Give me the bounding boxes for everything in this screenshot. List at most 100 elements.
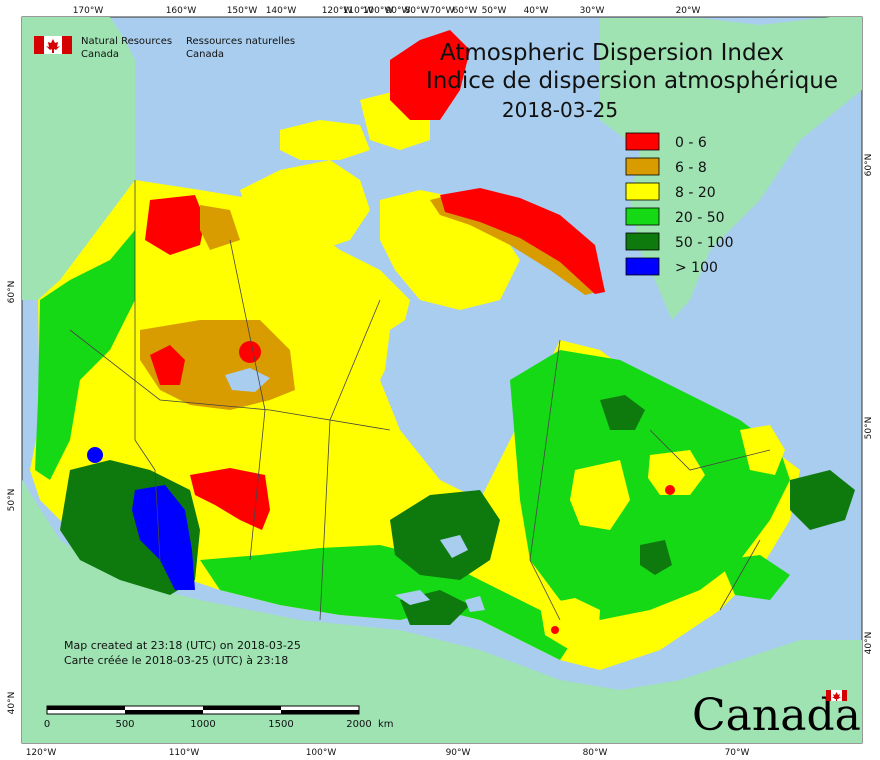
sask-red bbox=[190, 468, 270, 530]
south-green bbox=[200, 545, 580, 660]
tick-top-extra: 90°W bbox=[386, 6, 411, 16]
arctic-island-banks bbox=[280, 120, 370, 160]
quebec-yellow-1 bbox=[570, 460, 630, 530]
agency-en-1: Natural Resources bbox=[81, 36, 172, 47]
tick-bottom: 90°W bbox=[446, 748, 471, 758]
great-slave-lake bbox=[225, 368, 270, 392]
quebec-dark-green-1 bbox=[600, 395, 645, 430]
nrcan-logo bbox=[34, 36, 72, 54]
alberta-blue bbox=[132, 485, 195, 590]
yukon-red bbox=[145, 195, 205, 255]
scale-label: 1500 bbox=[268, 719, 293, 730]
maple-leaf-icon bbox=[46, 39, 60, 53]
scale-bar: 0 500 1000 1500 2000 km bbox=[44, 705, 394, 730]
ontario-south-yellow bbox=[540, 598, 600, 650]
labrador-yellow bbox=[740, 425, 785, 475]
quebec-green bbox=[510, 350, 790, 620]
alaska bbox=[22, 17, 135, 300]
tick-top: 170°W bbox=[73, 6, 104, 16]
flag-bar-right bbox=[62, 36, 72, 54]
agency-fr-1: Ressources naturelles bbox=[186, 36, 295, 47]
map-title-en: Atmospheric Dispersion Index bbox=[440, 40, 784, 66]
ontario-dark-green bbox=[390, 490, 500, 580]
nwt-red-1 bbox=[150, 345, 185, 385]
tick-top: 30°W bbox=[580, 6, 605, 16]
scale-seg-1 bbox=[47, 706, 125, 710]
legend-swatch bbox=[625, 232, 660, 251]
tick-right: 60°N bbox=[864, 154, 874, 177]
legend-label: 8 - 20 bbox=[675, 185, 716, 201]
map-date: 2018-03-25 bbox=[502, 98, 618, 122]
legend-label: 6 - 8 bbox=[675, 160, 707, 176]
ellesmere-red bbox=[390, 30, 470, 120]
tick-top: 100°W bbox=[363, 6, 394, 16]
scale-label: 2000 bbox=[346, 719, 371, 730]
tick-bottom: 120°W bbox=[26, 748, 57, 758]
agency-fr-2: Canada bbox=[186, 49, 224, 60]
map-area bbox=[22, 17, 862, 743]
greenland bbox=[600, 17, 862, 320]
tick-left: 50°N bbox=[7, 489, 17, 512]
graticule-labels: 170°W 160°W 150°W 140°W 120°W 100°W 80°W 60°W 50… bbox=[7, 6, 874, 758]
tick-top: 80°W bbox=[405, 6, 430, 16]
scale-seg-2 bbox=[125, 710, 203, 714]
legend-label: 20 - 50 bbox=[675, 210, 725, 226]
legend-swatch bbox=[625, 132, 660, 151]
ontario-red-dot bbox=[551, 626, 559, 634]
scale-label: 0 bbox=[44, 719, 50, 730]
baffin-red bbox=[440, 188, 605, 294]
tick-top: 120°W bbox=[322, 6, 353, 16]
tick-left: 60°N bbox=[7, 281, 17, 304]
map-title-fr: Indice de dispersion atmosphérique bbox=[426, 68, 838, 94]
nwt-red-2 bbox=[239, 341, 261, 363]
tick-right: 40°N bbox=[864, 632, 874, 655]
tick-right: 50°N bbox=[864, 417, 874, 440]
scale-label: 1000 bbox=[190, 719, 215, 730]
scale-seg-3 bbox=[203, 706, 281, 710]
tick-bottom: 70°W bbox=[725, 748, 750, 758]
tick-bottom: 80°W bbox=[583, 748, 608, 758]
usa bbox=[22, 480, 862, 743]
quebec-yellow-2 bbox=[648, 450, 705, 495]
agency-en-2: Canada bbox=[81, 49, 119, 60]
legend-label: 0 - 6 bbox=[675, 135, 707, 151]
bc-green bbox=[35, 230, 135, 480]
flag-bar-left bbox=[34, 36, 44, 54]
province-boundaries bbox=[69, 180, 771, 621]
tick-bottom: 110°W bbox=[169, 748, 200, 758]
legend-label: 50 - 100 bbox=[675, 235, 734, 251]
scale-label: 500 bbox=[115, 719, 134, 730]
tick-top: 40°W bbox=[524, 6, 549, 16]
tick-left: 40°N bbox=[7, 692, 17, 715]
newfoundland bbox=[790, 470, 855, 530]
legend-swatch bbox=[625, 182, 660, 201]
tick-top: 140°W bbox=[266, 6, 297, 16]
lake-nipigon bbox=[440, 535, 468, 558]
tick-top: 60°W bbox=[453, 6, 478, 16]
tick-top-extra: 110°W bbox=[343, 6, 374, 16]
scale-seg-4 bbox=[281, 710, 359, 714]
legend-swatch bbox=[625, 207, 660, 226]
bc-blue-dot bbox=[87, 447, 103, 463]
tick-bottom: 100°W bbox=[306, 748, 337, 758]
wordmark-flag bbox=[826, 690, 847, 701]
tick-top: 20°W bbox=[676, 6, 701, 16]
created-fr: Carte créée le 2018-03-25 (UTC) à 23:18 bbox=[64, 654, 288, 667]
created-en: Map created at 23:18 (UTC) on 2018-03-25 bbox=[64, 639, 301, 652]
legend-label: > 100 bbox=[675, 260, 718, 276]
legend-swatch bbox=[625, 157, 660, 176]
quebec-red-dot bbox=[665, 485, 675, 495]
yukon-orange bbox=[200, 205, 240, 250]
arctic-island-victoria bbox=[240, 160, 370, 250]
quebec-dark-green-2 bbox=[640, 540, 672, 575]
maritimes bbox=[720, 555, 790, 600]
scale-unit: km bbox=[378, 719, 394, 730]
legend: 0 - 6 6 - 8 8 - 20 20 - 50 50 - 100 > 100 bbox=[625, 132, 734, 276]
lake-of-woods bbox=[395, 590, 430, 605]
lake-superior-part bbox=[465, 596, 485, 612]
tick-top: 50°W bbox=[482, 6, 507, 16]
tick-top: 150°W bbox=[227, 6, 258, 16]
tick-top-extra: 70°W bbox=[430, 6, 455, 16]
